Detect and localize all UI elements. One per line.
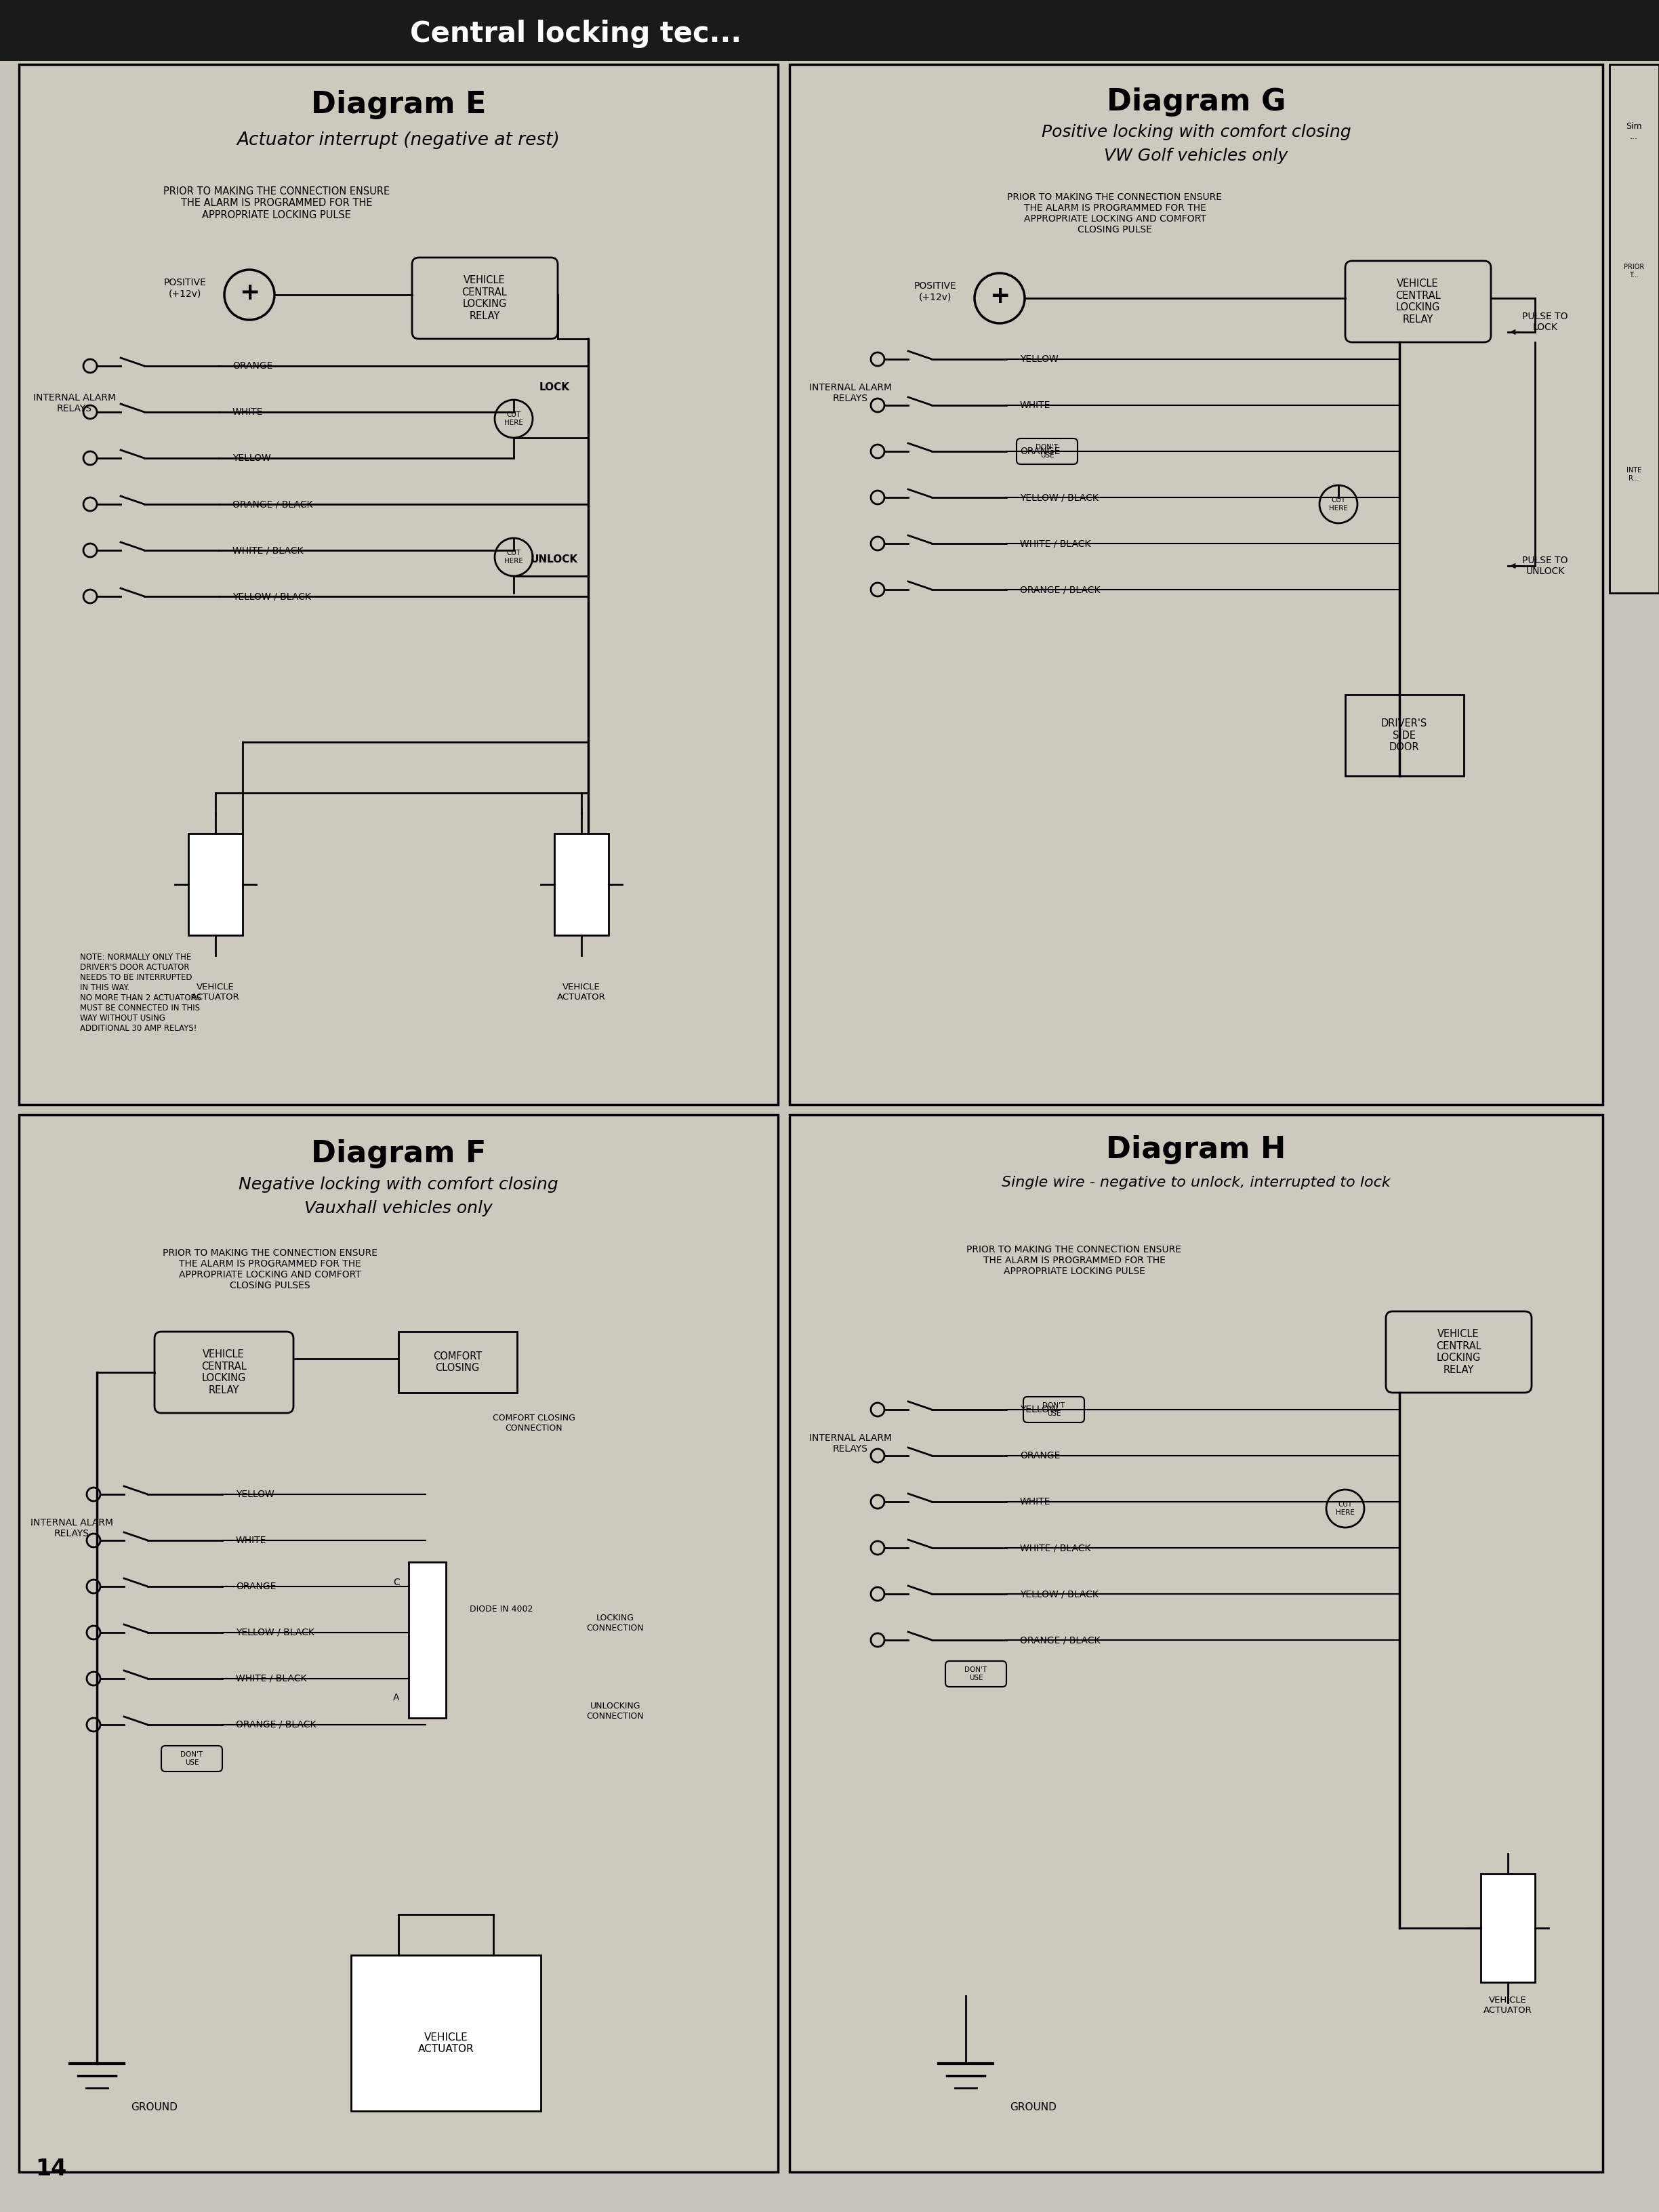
Text: WHITE: WHITE	[236, 1535, 267, 1546]
Text: INTERNAL ALARM
RELAYS: INTERNAL ALARM RELAYS	[33, 394, 116, 414]
Text: WHITE: WHITE	[1020, 400, 1050, 409]
Text: ORANGE / BLACK: ORANGE / BLACK	[1020, 1635, 1100, 1646]
Text: DON'T
USE: DON'T USE	[964, 1666, 987, 1681]
Text: VEHICLE
CENTRAL
LOCKING
RELAY: VEHICLE CENTRAL LOCKING RELAY	[1395, 279, 1440, 325]
Text: VEHICLE
ACTUATOR: VEHICLE ACTUATOR	[191, 982, 241, 1002]
Text: Diagram H: Diagram H	[1107, 1135, 1286, 1166]
Text: LOCK: LOCK	[539, 383, 569, 392]
Text: Sim
...: Sim ...	[1626, 122, 1642, 142]
Text: CUT
HERE: CUT HERE	[504, 551, 523, 564]
Text: POSITIVE
(+12v): POSITIVE (+12v)	[164, 279, 206, 299]
Bar	[790, 1115, 1603, 2172]
Bar	[790, 64, 1603, 1104]
Bar	[1609, 64, 1659, 593]
Text: PRIOR TO MAKING THE CONNECTION ENSURE
THE ALARM IS PROGRAMMED FOR THE
APPROPRIAT: PRIOR TO MAKING THE CONNECTION ENSURE TH…	[163, 1248, 377, 1290]
Text: WHITE: WHITE	[1020, 1498, 1050, 1506]
Text: PULSE TO
LOCK: PULSE TO LOCK	[1523, 312, 1568, 332]
Text: YELLOW / BLACK: YELLOW / BLACK	[236, 1628, 314, 1637]
Text: NOTE: NORMALLY ONLY THE
DRIVER'S DOOR ACTUATOR
NEEDS TO BE INTERRUPTED
IN THIS W: NOTE: NORMALLY ONLY THE DRIVER'S DOOR AC…	[80, 953, 201, 1033]
Text: GROUND: GROUND	[131, 2104, 178, 2112]
Text: YELLOW / BLACK: YELLOW / BLACK	[1020, 1588, 1098, 1599]
Text: ORANGE: ORANGE	[236, 1582, 275, 1590]
Text: Diagram G: Diagram G	[1107, 86, 1286, 117]
Text: WHITE / BLACK: WHITE / BLACK	[236, 1674, 307, 1683]
Text: PRIOR
T...: PRIOR T...	[1624, 263, 1644, 279]
Bar	[0, 0, 1659, 62]
Text: DRIVER'S
SIDE
DOOR: DRIVER'S SIDE DOOR	[1380, 719, 1427, 752]
Text: Actuator interrupt (negative at rest): Actuator interrupt (negative at rest)	[237, 131, 561, 148]
Text: Single wire - negative to unlock, interrupted to lock: Single wire - negative to unlock, interr…	[1002, 1177, 1390, 1190]
Bar	[18, 1115, 778, 2172]
Text: POSITIVE
(+12v): POSITIVE (+12v)	[914, 281, 957, 301]
Text: UNLOCKING
CONNECTION: UNLOCKING CONNECTION	[587, 1701, 644, 1721]
Text: WHITE / BLACK: WHITE / BLACK	[1020, 1544, 1090, 1553]
Text: WHITE: WHITE	[232, 407, 264, 416]
Text: YELLOW: YELLOW	[232, 453, 270, 462]
Text: DON'T
USE: DON'T USE	[181, 1752, 202, 1765]
Text: VEHICLE
ACTUATOR: VEHICLE ACTUATOR	[418, 2033, 474, 2055]
Text: INTERNAL ALARM
RELAYS: INTERNAL ALARM RELAYS	[810, 1433, 893, 1453]
Text: DON'T
USE: DON'T USE	[1035, 445, 1058, 458]
Text: YELLOW: YELLOW	[236, 1489, 274, 1500]
Text: ORANGE / BLACK: ORANGE / BLACK	[232, 500, 314, 509]
Text: GROUND: GROUND	[1010, 2104, 1057, 2112]
Bar	[408, 1562, 446, 1719]
Text: WHITE / BLACK: WHITE / BLACK	[232, 546, 304, 555]
Bar	[352, 1955, 541, 2110]
Text: Positive locking with comfort closing: Positive locking with comfort closing	[1042, 124, 1350, 139]
Bar	[1481, 1874, 1535, 1982]
Text: CUT
HERE: CUT HERE	[1329, 498, 1347, 511]
Text: ORANGE / BLACK: ORANGE / BLACK	[1020, 584, 1100, 595]
Text: PRIOR TO MAKING THE CONNECTION ENSURE
THE ALARM IS PROGRAMMED FOR THE
APPROPRIAT: PRIOR TO MAKING THE CONNECTION ENSURE TH…	[967, 1245, 1181, 1276]
Text: INTERNAL ALARM
RELAYS: INTERNAL ALARM RELAYS	[30, 1517, 113, 1537]
Text: Vauxhall vehicles only: Vauxhall vehicles only	[304, 1201, 493, 1217]
Text: ORANGE: ORANGE	[232, 361, 272, 372]
Text: +: +	[239, 281, 260, 305]
Text: COMFORT CLOSING
CONNECTION: COMFORT CLOSING CONNECTION	[493, 1413, 576, 1433]
Text: Central locking tec...: Central locking tec...	[410, 20, 742, 49]
Text: UNLOCK: UNLOCK	[531, 553, 577, 564]
Text: 14: 14	[35, 2157, 66, 2179]
Text: Diagram E: Diagram E	[310, 91, 486, 119]
Text: PRIOR TO MAKING THE CONNECTION ENSURE
THE ALARM IS PROGRAMMED FOR THE
APPROPRIAT: PRIOR TO MAKING THE CONNECTION ENSURE TH…	[1007, 192, 1223, 234]
Text: DIODE IN 4002: DIODE IN 4002	[469, 1606, 533, 1615]
Text: PULSE TO
UNLOCK: PULSE TO UNLOCK	[1523, 555, 1568, 575]
Text: DON'T
USE: DON'T USE	[1042, 1402, 1065, 1418]
Text: A: A	[393, 1692, 400, 1703]
Text: YELLOW: YELLOW	[1020, 354, 1058, 365]
Text: CUT
HERE: CUT HERE	[504, 411, 523, 427]
Text: CUT
HERE: CUT HERE	[1335, 1502, 1355, 1515]
Bar	[1345, 695, 1463, 776]
Text: +: +	[989, 285, 1010, 307]
Text: YELLOW / BLACK: YELLOW / BLACK	[232, 591, 310, 602]
Text: INTERNAL ALARM
RELAYS: INTERNAL ALARM RELAYS	[810, 383, 893, 403]
Text: INTE
R...: INTE R...	[1626, 467, 1641, 482]
Bar	[398, 1332, 518, 1394]
Text: VEHICLE
CENTRAL
LOCKING
RELAY: VEHICLE CENTRAL LOCKING RELAY	[1435, 1329, 1481, 1376]
Text: VEHICLE
CENTRAL
LOCKING
RELAY: VEHICLE CENTRAL LOCKING RELAY	[201, 1349, 246, 1396]
Text: YELLOW / BLACK: YELLOW / BLACK	[1020, 493, 1098, 502]
Text: VW Golf vehicles only: VW Golf vehicles only	[1105, 148, 1287, 164]
Text: C: C	[393, 1577, 400, 1588]
Text: WHITE / BLACK: WHITE / BLACK	[1020, 540, 1090, 549]
Bar	[554, 834, 609, 936]
Text: COMFORT
CLOSING: COMFORT CLOSING	[433, 1352, 481, 1374]
Text: ORANGE: ORANGE	[1020, 1451, 1060, 1460]
Text: VEHICLE
CENTRAL
LOCKING
RELAY: VEHICLE CENTRAL LOCKING RELAY	[461, 276, 508, 321]
Bar	[189, 834, 242, 936]
Text: ORANGE / BLACK: ORANGE / BLACK	[236, 1721, 317, 1730]
Text: Negative locking with comfort closing: Negative locking with comfort closing	[239, 1177, 559, 1192]
Text: Diagram F: Diagram F	[310, 1139, 486, 1168]
Text: PRIOR TO MAKING THE CONNECTION ENSURE
THE ALARM IS PROGRAMMED FOR THE
APPROPRIAT: PRIOR TO MAKING THE CONNECTION ENSURE TH…	[163, 186, 390, 221]
Text: VEHICLE
ACTUATOR: VEHICLE ACTUATOR	[557, 982, 606, 1002]
Text: VEHICLE
ACTUATOR: VEHICLE ACTUATOR	[1483, 1995, 1533, 2015]
Text: YELLOW: YELLOW	[1020, 1405, 1058, 1413]
Text: ORANGE: ORANGE	[1020, 447, 1060, 456]
Bar	[18, 64, 778, 1104]
Text: LOCKING
CONNECTION: LOCKING CONNECTION	[587, 1613, 644, 1632]
